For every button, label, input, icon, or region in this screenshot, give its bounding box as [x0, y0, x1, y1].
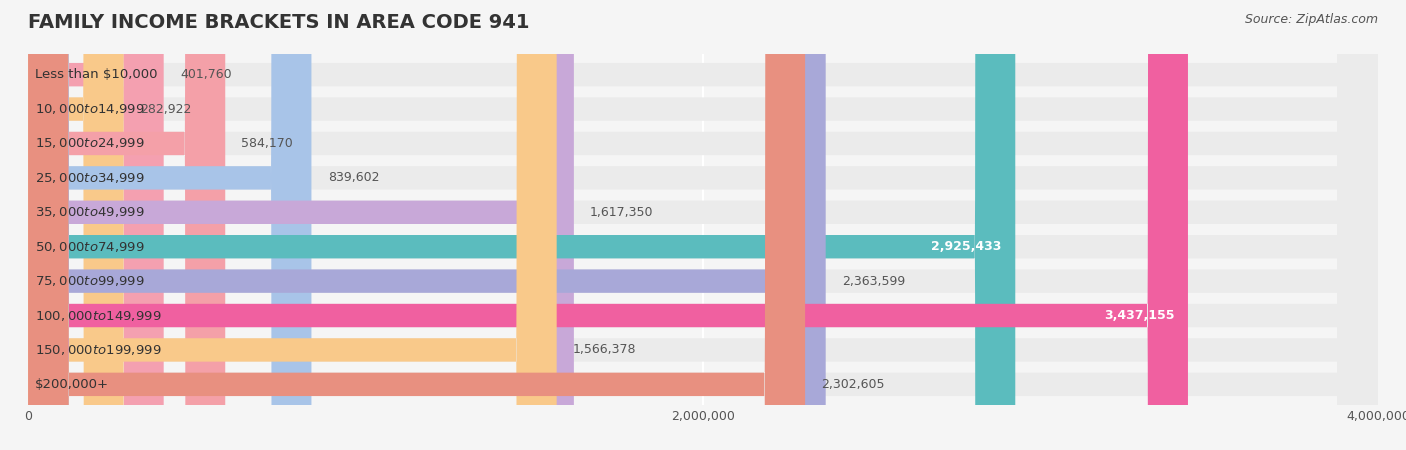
FancyBboxPatch shape	[28, 0, 1378, 450]
Text: Source: ZipAtlas.com: Source: ZipAtlas.com	[1244, 14, 1378, 27]
Text: $10,000 to $14,999: $10,000 to $14,999	[35, 102, 145, 116]
Text: 2,302,605: 2,302,605	[821, 378, 884, 391]
Text: 1,566,378: 1,566,378	[572, 343, 637, 356]
FancyBboxPatch shape	[28, 0, 1378, 450]
FancyBboxPatch shape	[28, 0, 225, 450]
FancyBboxPatch shape	[28, 0, 163, 450]
Text: $200,000+: $200,000+	[35, 378, 108, 391]
FancyBboxPatch shape	[28, 0, 1378, 450]
FancyBboxPatch shape	[28, 0, 557, 450]
FancyBboxPatch shape	[28, 0, 1015, 450]
FancyBboxPatch shape	[28, 0, 1378, 450]
Text: 401,760: 401,760	[180, 68, 232, 81]
FancyBboxPatch shape	[28, 0, 1378, 450]
FancyBboxPatch shape	[28, 0, 574, 450]
Text: 839,602: 839,602	[328, 171, 380, 184]
Text: $75,000 to $99,999: $75,000 to $99,999	[35, 274, 145, 288]
Text: 282,922: 282,922	[139, 103, 191, 116]
Text: $25,000 to $34,999: $25,000 to $34,999	[35, 171, 145, 185]
Text: $50,000 to $74,999: $50,000 to $74,999	[35, 240, 145, 254]
Text: 2,925,433: 2,925,433	[931, 240, 1002, 253]
FancyBboxPatch shape	[28, 0, 825, 450]
FancyBboxPatch shape	[28, 0, 1378, 450]
Text: $15,000 to $24,999: $15,000 to $24,999	[35, 136, 145, 150]
FancyBboxPatch shape	[28, 0, 1378, 450]
Text: FAMILY INCOME BRACKETS IN AREA CODE 941: FAMILY INCOME BRACKETS IN AREA CODE 941	[28, 14, 530, 32]
FancyBboxPatch shape	[28, 0, 806, 450]
FancyBboxPatch shape	[28, 0, 124, 450]
Text: $150,000 to $199,999: $150,000 to $199,999	[35, 343, 162, 357]
Text: $35,000 to $49,999: $35,000 to $49,999	[35, 205, 145, 219]
Text: 1,617,350: 1,617,350	[591, 206, 654, 219]
Text: $100,000 to $149,999: $100,000 to $149,999	[35, 309, 162, 323]
FancyBboxPatch shape	[28, 0, 312, 450]
FancyBboxPatch shape	[28, 0, 1188, 450]
FancyBboxPatch shape	[28, 0, 1378, 450]
Text: 584,170: 584,170	[242, 137, 294, 150]
Text: 3,437,155: 3,437,155	[1104, 309, 1174, 322]
Text: Less than $10,000: Less than $10,000	[35, 68, 157, 81]
FancyBboxPatch shape	[28, 0, 1378, 450]
FancyBboxPatch shape	[28, 0, 1378, 450]
Text: 2,363,599: 2,363,599	[842, 274, 905, 288]
